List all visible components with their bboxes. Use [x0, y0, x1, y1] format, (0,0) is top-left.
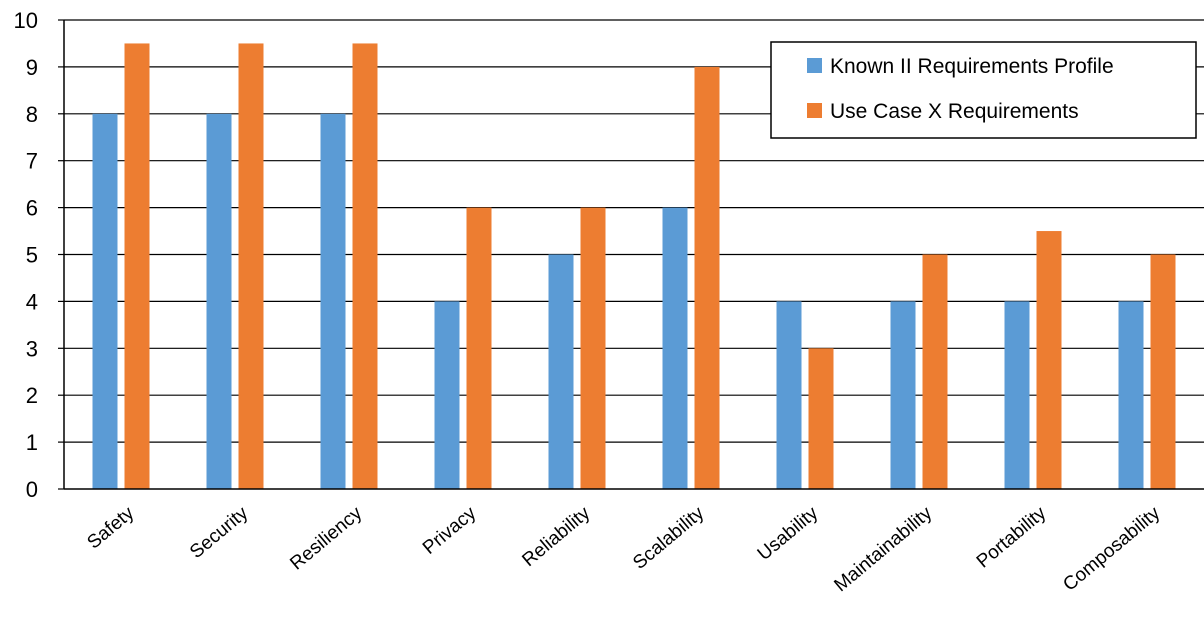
x-category-label: Scalability	[629, 502, 708, 573]
bar-known-maintainability	[890, 301, 916, 489]
x-axis-labels: Safety Security Resiliency Privacy Reliabili…	[83, 502, 1164, 596]
x-category-label: Privacy	[419, 502, 481, 558]
bar-use-case-privacy	[466, 207, 492, 489]
bar-known-safety	[92, 113, 118, 490]
bar-known-resiliency	[320, 113, 346, 490]
bar-use-case-maintainability	[922, 254, 948, 489]
y-axis-ticks: 0 1 2 3 4 5 6 7 8 9 10	[14, 8, 64, 502]
legend-label-known: Known II Requirements Profile	[830, 55, 1114, 78]
x-category-label: Resiliency	[286, 502, 366, 574]
bar-use-case-reliability	[580, 207, 606, 489]
y-tick-label: 1	[26, 430, 38, 455]
bar-known-scalability	[662, 207, 688, 489]
legend-swatch-known	[807, 58, 822, 73]
bars	[92, 43, 1176, 490]
bar-known-security	[206, 113, 232, 490]
x-category-label: Usability	[754, 502, 823, 565]
bar-known-reliability	[548, 254, 574, 489]
x-category-label: Reliability	[518, 502, 594, 571]
legend-label-use-case: Use Case X Requirements	[830, 100, 1079, 123]
bar-use-case-usability	[808, 348, 834, 489]
y-tick-label: 0	[26, 477, 38, 502]
bar-use-case-safety	[124, 43, 150, 489]
bar-use-case-portability	[1036, 231, 1062, 490]
legend: Known II Requirements Profile Use Case X…	[770, 41, 1197, 139]
bar-use-case-composability	[1150, 254, 1176, 489]
bar-known-composability	[1118, 301, 1144, 489]
y-tick-label: 8	[26, 102, 38, 127]
x-category-label: Safety	[83, 502, 138, 553]
bar-use-case-scalability	[694, 66, 720, 490]
y-tick-label: 6	[26, 196, 38, 221]
bar-known-privacy	[434, 301, 460, 489]
y-tick-label: 10	[14, 8, 38, 33]
x-category-label: Portability	[973, 502, 1051, 572]
bar-use-case-resiliency	[352, 43, 378, 489]
bar-known-usability	[776, 301, 802, 489]
y-tick-label: 7	[26, 149, 38, 174]
x-category-label: Security	[186, 502, 252, 563]
x-category-label: Maintainability	[830, 502, 936, 596]
y-tick-label: 9	[26, 55, 38, 80]
y-tick-label: 4	[26, 289, 38, 314]
legend-swatch-use-case	[807, 103, 822, 118]
x-category-label: Composability	[1059, 502, 1164, 595]
bar-known-portability	[1004, 301, 1030, 489]
y-tick-label: 2	[26, 383, 38, 408]
legend-box	[770, 41, 1197, 139]
y-tick-label: 5	[26, 243, 38, 268]
bar-use-case-security	[238, 43, 264, 489]
y-tick-label: 3	[26, 336, 38, 361]
